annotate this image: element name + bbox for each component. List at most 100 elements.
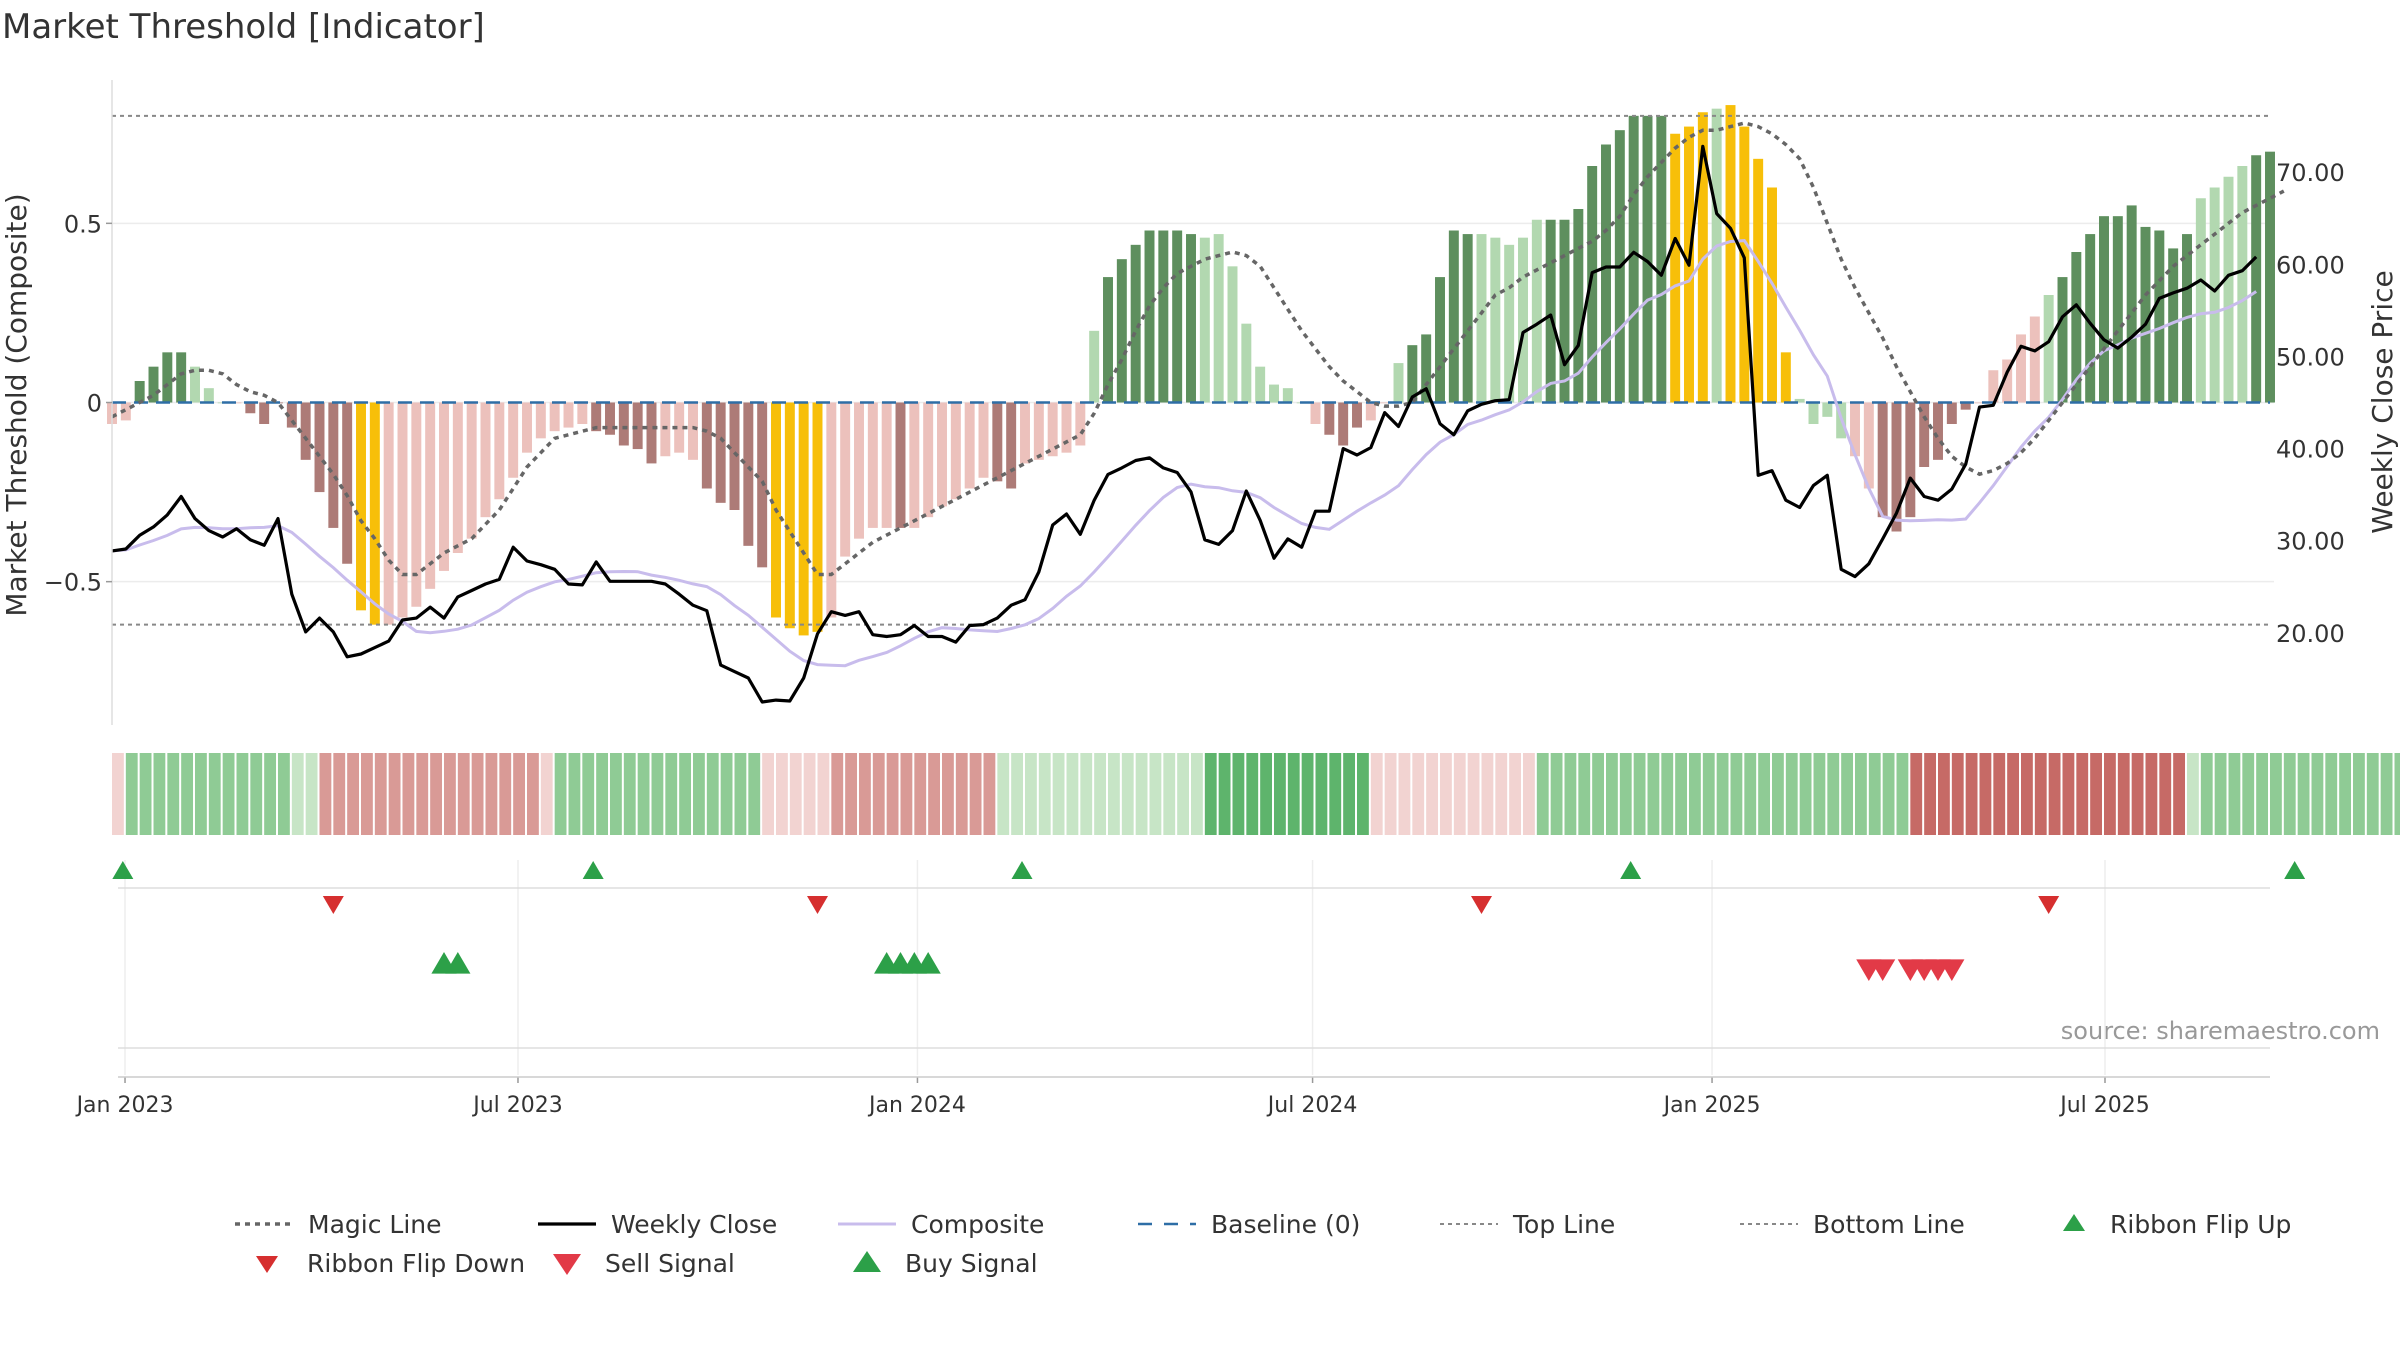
composite-bar <box>453 403 463 554</box>
ribbon-cell <box>1910 753 1922 835</box>
legend-swatch-sell <box>553 1254 581 1275</box>
ribbon-cell <box>1080 753 1092 835</box>
composite-bar <box>162 352 172 402</box>
composite-bar <box>1781 352 1791 402</box>
composite-bar <box>1435 277 1445 402</box>
ribbon-cell <box>818 753 830 835</box>
ribbon-cell <box>1399 753 1411 835</box>
ribbon-cell <box>278 753 290 835</box>
ribbon-cell <box>2132 753 2144 835</box>
ribbon-cell <box>748 753 760 835</box>
composite-bar <box>1767 188 1777 403</box>
composite-bar <box>315 403 325 493</box>
composite-bar <box>245 403 255 414</box>
legend-label: Buy Signal <box>905 1249 1038 1278</box>
legend-swatch-flip-up <box>2063 1214 2085 1231</box>
composite-bar <box>1712 109 1722 403</box>
ribbon-cell <box>2201 753 2213 835</box>
ribbon-cell <box>1094 753 1106 835</box>
ribbon-cell <box>679 753 691 835</box>
ribbon-cell <box>2090 753 2102 835</box>
ribbon-cell <box>914 753 926 835</box>
composite-bar <box>1103 277 1113 402</box>
ribbon-cell <box>333 753 345 835</box>
legend-label: Sell Signal <box>605 1249 735 1278</box>
y-tick-label: 0 <box>87 390 102 418</box>
legend-item: Baseline (0) <box>1138 1210 1360 1239</box>
composite-bar <box>2030 317 2040 403</box>
ribbon-cell <box>1011 753 1023 835</box>
composite-bar <box>356 403 366 611</box>
composite-bar <box>1518 238 1528 403</box>
ribbon-cell <box>2104 753 2116 835</box>
composite-bar <box>2251 155 2261 402</box>
ribbon-cell <box>1357 753 1369 835</box>
legend-item: Composite <box>838 1210 1044 1239</box>
legend-label: Bottom Line <box>1813 1210 1965 1239</box>
composite-bar <box>2099 216 2109 402</box>
composite-bar <box>550 403 560 432</box>
ribbon-cell <box>527 753 539 835</box>
legend-label: Baseline (0) <box>1211 1210 1360 1239</box>
legend-item: Bottom Line <box>1740 1210 1965 1239</box>
ribbon-cell <box>1758 753 1770 835</box>
ribbon-cell <box>1993 753 2005 835</box>
composite-bar <box>1034 403 1044 460</box>
legend-swatch-flip-down <box>256 1256 278 1273</box>
composite-bar <box>1490 238 1500 403</box>
y-right-tick-label: 20.00 <box>2276 620 2345 648</box>
ribbon-cell <box>873 753 885 835</box>
y-right-tick-label: 70.00 <box>2276 159 2345 187</box>
composite-bar <box>1753 159 1763 403</box>
composite-bar <box>868 403 878 528</box>
ribbon-cell <box>1302 753 1314 835</box>
ribbon-cell <box>1814 753 1826 835</box>
ribbon-cell <box>140 753 152 835</box>
composite-bar <box>370 403 380 625</box>
ribbon-cell <box>1426 753 1438 835</box>
composite-bar <box>1477 234 1487 402</box>
ribbon-cell <box>1634 753 1646 835</box>
ribbon-cell <box>112 753 124 835</box>
composite-bar <box>605 403 615 435</box>
ribbon-cell <box>2146 753 2158 835</box>
ribbon-cell <box>195 753 207 835</box>
y-right-tick-label: 40.00 <box>2276 436 2345 464</box>
composite-bar <box>896 403 906 528</box>
composite-bar <box>882 403 892 528</box>
ribbon-cell <box>1924 753 1936 835</box>
ribbon-cell <box>1744 753 1756 835</box>
composite-bar <box>937 403 947 507</box>
y-right-tick-label: 60.00 <box>2276 251 2345 279</box>
legend-item: Weekly Close <box>538 1210 777 1239</box>
composite-bar <box>647 403 657 464</box>
ribbon-cell <box>2007 753 2019 835</box>
ribbon-cell <box>1869 753 1881 835</box>
ribbon-cell <box>292 753 304 835</box>
ribbon-cell <box>2215 753 2227 835</box>
ribbon-cell <box>1495 753 1507 835</box>
y-right-tick-label: 30.00 <box>2276 528 2345 556</box>
composite-bar <box>1075 403 1085 446</box>
ribbon-cell <box>1288 753 1300 835</box>
ribbon-cell <box>2367 753 2379 835</box>
ribbon-cell <box>1689 753 1701 835</box>
ribbon-cell <box>2339 753 2351 835</box>
ribbon-cell <box>1067 753 1079 835</box>
x-tick-label: Jan 2023 <box>75 1093 174 1118</box>
x-tick-label: Jan 2024 <box>867 1093 966 1118</box>
ribbon-cell <box>1980 753 1992 835</box>
composite-bar <box>1269 385 1279 403</box>
ribbon-cell <box>901 753 913 835</box>
ribbon-cell <box>1025 753 1037 835</box>
composite-bar <box>1905 403 1915 518</box>
ribbon-cell <box>721 753 733 835</box>
ribbon-cell <box>1205 753 1217 835</box>
composite-bar <box>508 403 518 478</box>
composite-bar <box>176 352 186 402</box>
composite-bar <box>730 403 740 511</box>
ribbon-cell <box>154 753 166 835</box>
composite-bar <box>536 403 546 439</box>
source-text: source: sharemaestro.com <box>2061 1017 2380 1045</box>
